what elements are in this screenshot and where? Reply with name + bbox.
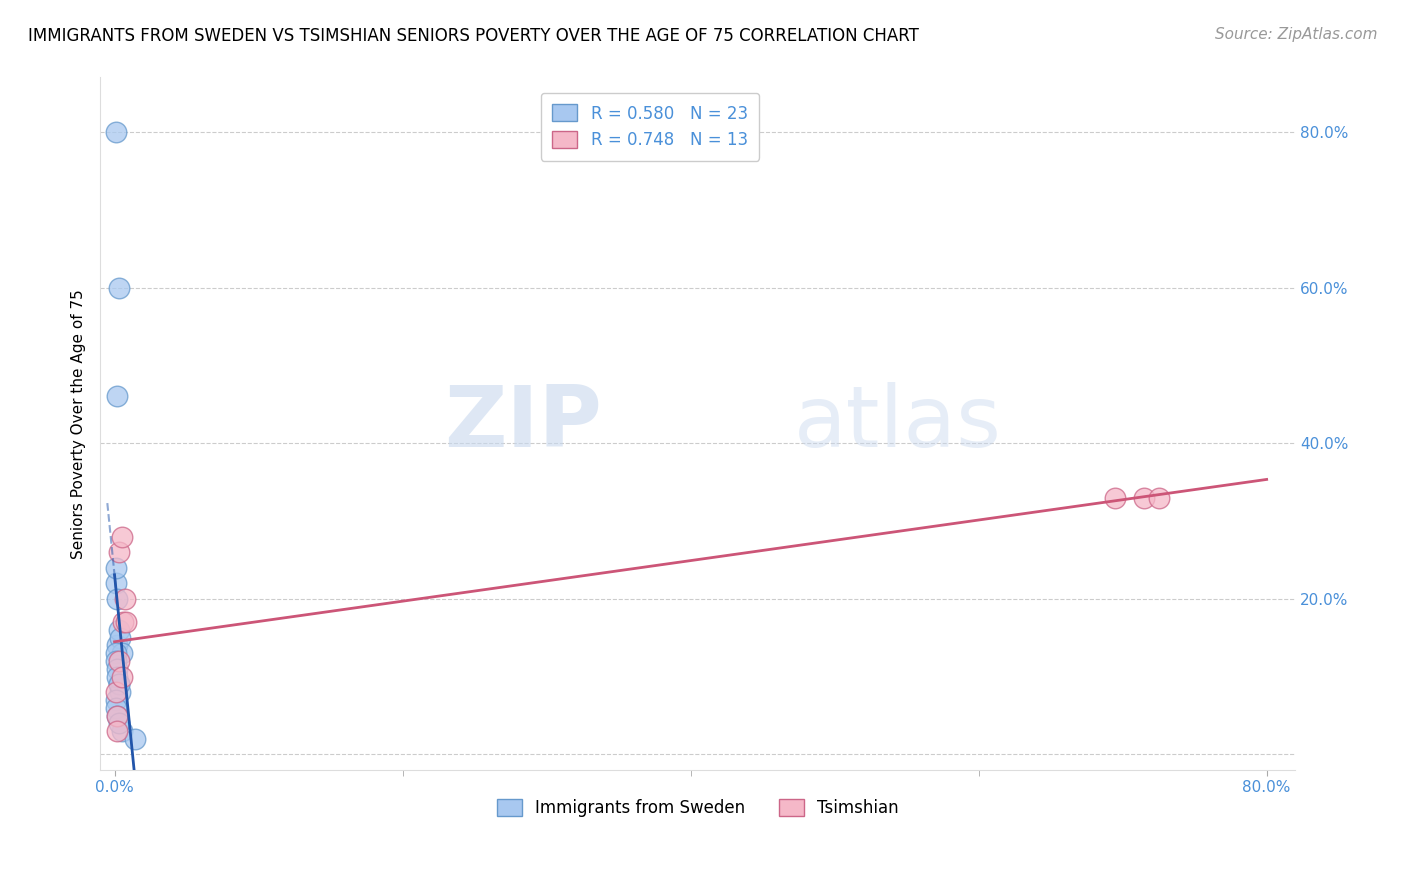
Point [107,708,129,723]
Point [1147,491,1170,505]
Text: Source: ZipAtlas.com: Source: ZipAtlas.com [1215,27,1378,42]
Point [108,623,131,637]
Text: IMMIGRANTS FROM SWEDEN VS TSIMSHIAN SENIORS POVERTY OVER THE AGE OF 75 CORRELATI: IMMIGRANTS FROM SWEDEN VS TSIMSHIAN SENI… [28,27,920,45]
Point [108,716,131,731]
Point [107,670,129,684]
Point [108,654,131,668]
Point [110,685,132,699]
Point [107,724,129,739]
Point [114,591,136,606]
Point [111,646,134,660]
Y-axis label: Seniors Poverty Over the Age of 75: Seniors Poverty Over the Age of 75 [72,289,86,558]
Point [104,654,127,668]
Point [111,724,134,739]
Legend: Immigrants from Sweden, Tsimshian: Immigrants from Sweden, Tsimshian [491,792,905,824]
Point [104,560,127,574]
Point [108,545,131,559]
Point [104,693,127,707]
Point [124,731,146,746]
Point [111,530,134,544]
Point [107,639,129,653]
Point [107,389,129,403]
Point [107,591,129,606]
Text: atlas: atlas [793,382,1001,466]
Point [112,615,135,629]
Point [111,670,134,684]
Point [104,646,127,660]
Point [115,615,138,629]
Point [110,631,132,645]
Point [104,700,127,714]
Point [107,662,129,676]
Point [1104,491,1126,505]
Point [108,677,131,691]
Point [104,125,127,139]
Point [108,280,131,294]
Point [104,576,127,591]
Point [104,685,127,699]
Point [1133,491,1156,505]
Text: ZIP: ZIP [444,382,602,466]
Point [107,708,129,723]
Point [108,677,131,691]
